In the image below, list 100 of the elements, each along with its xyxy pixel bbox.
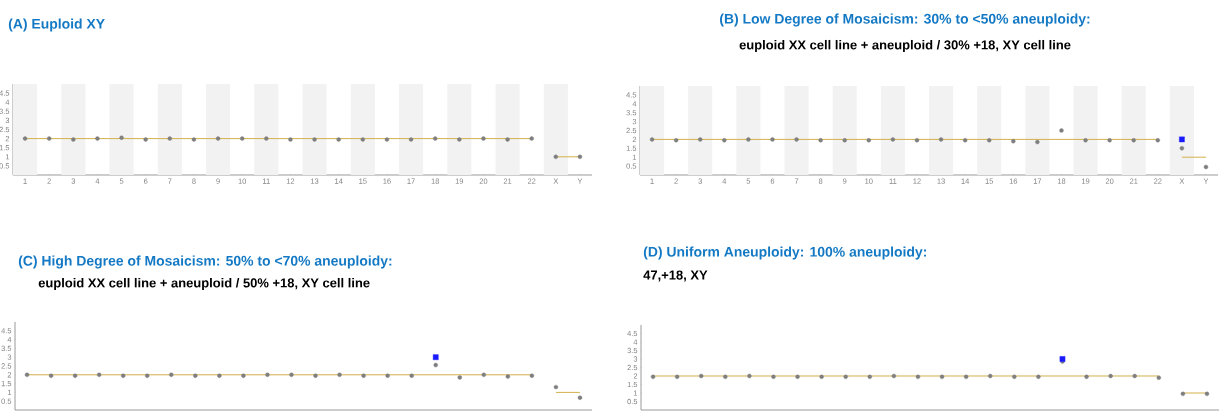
point — [649, 137, 655, 142]
point — [409, 373, 414, 378]
point — [867, 374, 872, 380]
point — [794, 137, 799, 142]
point — [962, 138, 968, 143]
point — [1108, 373, 1113, 379]
point — [795, 374, 800, 380]
point — [95, 136, 100, 141]
chart-title: (C) High Degree of Mosaicism: 50% to <70% aneuploidy: — [18, 255, 392, 269]
point — [1156, 375, 1161, 380]
point — [457, 375, 462, 380]
point — [1203, 164, 1209, 170]
point — [143, 137, 148, 142]
chart-subtitle: 47,+18, XY — [643, 270, 708, 282]
point — [1084, 374, 1089, 380]
point — [289, 372, 294, 377]
point — [264, 136, 269, 141]
point — [771, 374, 776, 380]
point — [433, 362, 438, 368]
point — [866, 138, 871, 143]
point — [939, 374, 945, 380]
point — [384, 137, 390, 142]
point — [529, 136, 534, 141]
point — [457, 137, 462, 142]
point — [169, 372, 174, 377]
point — [145, 373, 150, 378]
point — [360, 137, 366, 142]
point — [119, 135, 124, 140]
point — [47, 136, 52, 141]
point — [408, 137, 414, 142]
point — [723, 374, 728, 380]
point — [1132, 373, 1137, 379]
point — [336, 137, 341, 142]
point — [505, 374, 511, 379]
point — [987, 138, 992, 143]
point — [1180, 391, 1186, 397]
point — [988, 373, 993, 379]
point — [674, 374, 680, 380]
point — [577, 154, 583, 159]
point — [193, 373, 198, 378]
point — [96, 372, 102, 377]
point — [914, 138, 920, 143]
point — [843, 374, 848, 380]
point — [72, 373, 78, 378]
point — [505, 137, 510, 142]
point — [1131, 138, 1136, 143]
point — [1012, 374, 1017, 380]
point — [818, 138, 823, 143]
point — [1083, 138, 1088, 143]
point — [121, 373, 126, 378]
point — [240, 136, 245, 141]
point — [529, 373, 535, 378]
point — [24, 372, 30, 377]
point — [1204, 391, 1210, 397]
point — [1179, 136, 1185, 143]
point — [48, 373, 54, 378]
point — [481, 136, 486, 141]
point — [819, 374, 824, 380]
point — [650, 374, 656, 380]
point — [553, 384, 559, 390]
point — [938, 137, 944, 142]
point — [698, 137, 703, 142]
chart-subtitle: euploid XX cell line + aneuploid / 50% +18, XY cell line — [38, 277, 370, 291]
point — [433, 136, 438, 141]
point — [191, 137, 197, 142]
point — [361, 373, 366, 378]
point — [167, 136, 172, 141]
point — [577, 395, 583, 400]
point — [722, 138, 727, 143]
chart-title: (B) Low Degree of Mosaicism: 30% to <50% aneuploidy: — [720, 13, 1090, 27]
point — [915, 374, 921, 380]
point — [217, 373, 222, 378]
point — [1179, 146, 1185, 151]
point — [770, 137, 775, 142]
point — [1107, 138, 1112, 143]
point — [71, 137, 76, 142]
point — [313, 373, 318, 378]
point — [746, 137, 751, 142]
point — [747, 373, 752, 379]
point — [1059, 128, 1064, 133]
point — [1035, 139, 1040, 145]
point — [288, 137, 293, 142]
point — [890, 137, 896, 142]
point — [891, 373, 897, 379]
point — [1155, 138, 1160, 143]
point — [1036, 374, 1041, 380]
point — [842, 138, 847, 143]
point — [241, 373, 246, 378]
point — [337, 372, 342, 377]
chart-title: (A) Euploid XY — [8, 18, 105, 32]
point — [215, 136, 221, 141]
point — [22, 136, 28, 141]
chart-title: (D) Uniform Aneuploidy: 100% aneuploidy: — [643, 246, 926, 260]
point — [385, 373, 390, 378]
point — [699, 373, 704, 379]
point — [553, 154, 559, 159]
point — [673, 138, 679, 143]
chart-subtitle: euploid XX cell line + aneuploid / 30% +18, XY cell line — [739, 39, 1071, 53]
point — [1011, 138, 1016, 144]
point — [312, 137, 317, 142]
